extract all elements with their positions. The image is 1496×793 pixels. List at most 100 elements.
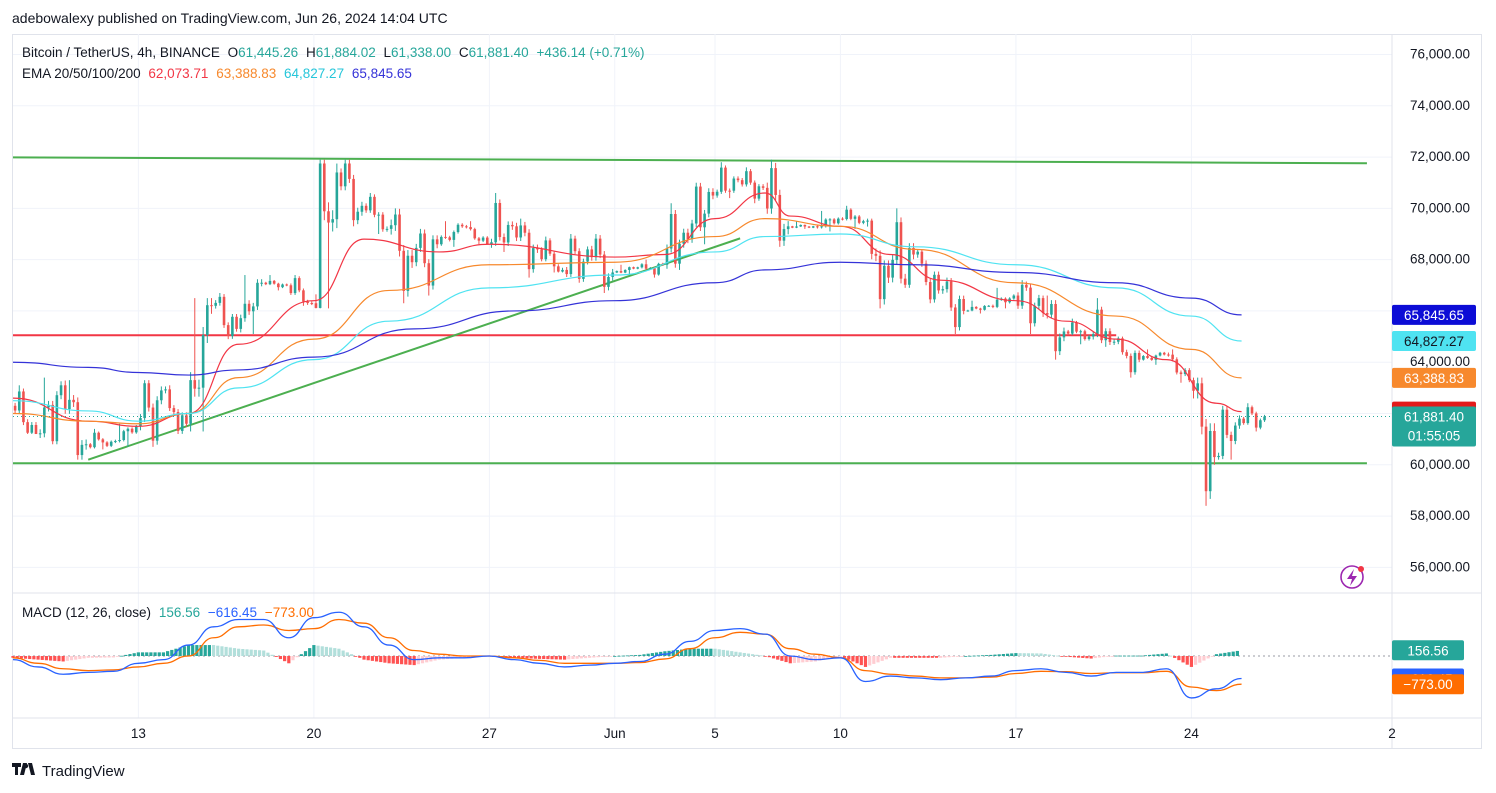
macd-histogram-bar — [220, 646, 224, 656]
candle-up — [845, 209, 848, 220]
candle-up — [720, 167, 723, 192]
macd-histogram-bar — [579, 656, 583, 659]
macd-histogram-bar — [99, 656, 103, 658]
candle-up — [1037, 298, 1041, 306]
price-badge-label: 63,388.83 — [1404, 371, 1464, 386]
ema-label[interactable]: EMA 20/50/100/200 — [22, 66, 141, 81]
candle-up — [440, 236, 443, 245]
candle-down — [1213, 430, 1216, 458]
macd-histogram-bar — [613, 656, 617, 657]
time-tick-label: 13 — [131, 726, 146, 741]
candle-down — [598, 238, 602, 255]
macd-histogram-bar — [253, 649, 257, 656]
candle-up — [824, 219, 828, 227]
symbol-label[interactable]: Bitcoin / TetherUS, 4h, BINANCE — [22, 45, 220, 60]
candle-down — [962, 299, 965, 311]
candle-up — [93, 432, 96, 448]
candle-up — [648, 268, 652, 270]
macd-histogram-bar — [1206, 656, 1210, 659]
candle-up — [343, 163, 347, 187]
macd-label[interactable]: MACD (12, 26, close) — [22, 605, 152, 620]
candle-down — [168, 389, 171, 409]
macd-histogram-bar — [40, 656, 44, 660]
macd-histogram-bar — [170, 649, 174, 656]
candle-down — [1041, 298, 1045, 314]
macd-histogram-bar — [266, 652, 270, 656]
candle-up — [820, 226, 823, 228]
macd-histogram-bar — [634, 655, 638, 656]
macd-histogram-bar — [717, 649, 721, 656]
candle-down — [222, 296, 226, 326]
ema100-value: 64,827.27 — [284, 66, 345, 81]
candle-down — [577, 251, 581, 279]
candle-up — [331, 219, 334, 223]
candle-up — [862, 221, 865, 223]
candle-up — [456, 224, 460, 233]
macd-histogram-bar — [842, 656, 847, 658]
macd-histogram-bar — [709, 648, 713, 656]
time-tick-label: 5 — [711, 726, 719, 741]
macd-histogram-bar — [115, 656, 120, 657]
candle-up — [368, 196, 372, 211]
candle-down — [498, 202, 502, 238]
candle-up — [640, 264, 644, 268]
candle-down — [536, 248, 539, 250]
macd-histogram-bar — [993, 654, 997, 656]
macd-histogram-bar — [458, 656, 462, 659]
macd-histogram-bar — [976, 655, 980, 657]
candle-up — [1087, 336, 1091, 340]
macd-histogram-bar — [287, 656, 291, 664]
macd-histogram-bar — [788, 656, 792, 664]
ema200-line — [12, 261, 1242, 376]
candle-up — [126, 428, 130, 432]
macd-histogram-bar — [646, 653, 650, 656]
candle-up — [389, 225, 393, 229]
tradingview-footer[interactable]: TradingView — [12, 762, 125, 780]
candle-down — [26, 422, 29, 433]
macd-histogram-bar — [140, 652, 145, 656]
candle-down — [1029, 287, 1032, 324]
macd-histogram-bar — [851, 656, 855, 662]
macd-histogram-bar — [278, 656, 283, 660]
candle-down — [548, 240, 552, 254]
candle-down — [832, 219, 836, 224]
macd-histogram-bar — [391, 656, 395, 664]
price-badge-label: 64,827.27 — [1404, 334, 1464, 349]
candle-up — [1246, 407, 1250, 424]
time-tick-label: 27 — [482, 726, 497, 741]
candle-down — [632, 267, 635, 269]
open-label: O — [227, 45, 239, 60]
candle-up — [1238, 418, 1241, 426]
macd-histogram-bar — [529, 656, 533, 659]
candle-up — [799, 224, 802, 227]
macd-histogram-bar — [734, 651, 738, 656]
macd-histogram-bar — [312, 645, 316, 656]
candle-down — [740, 180, 744, 185]
macd-histogram-bar — [939, 656, 943, 658]
macd-histogram-bar — [1039, 653, 1043, 656]
macd-histogram-bar — [964, 656, 968, 657]
candle-down — [469, 227, 472, 230]
candle-down — [699, 186, 702, 228]
candle-down — [1137, 352, 1141, 360]
candle-up — [594, 238, 598, 258]
macd-histogram-bar — [1164, 653, 1168, 656]
macd-histogram-bar — [847, 656, 851, 660]
macd-histogram-bar — [1118, 655, 1122, 657]
candle-up — [1091, 334, 1095, 337]
macd-histogram-bar — [563, 656, 567, 660]
macd-histogram-bar — [1001, 653, 1005, 656]
open-value: 61,445.26 — [238, 45, 299, 60]
macd-histogram-bar — [650, 653, 654, 656]
chart-frame[interactable] — [12, 34, 1482, 749]
candle-down — [937, 274, 940, 291]
macd-histogram-bar — [608, 656, 613, 657]
candle-up — [1096, 309, 1099, 335]
macd-histogram-bar — [1064, 656, 1068, 657]
ema20-line — [12, 192, 1242, 427]
macd-histogram-bar — [1005, 653, 1010, 656]
macd-histogram-bar — [216, 645, 220, 656]
candle-up — [122, 431, 126, 440]
candle-up — [251, 306, 255, 312]
